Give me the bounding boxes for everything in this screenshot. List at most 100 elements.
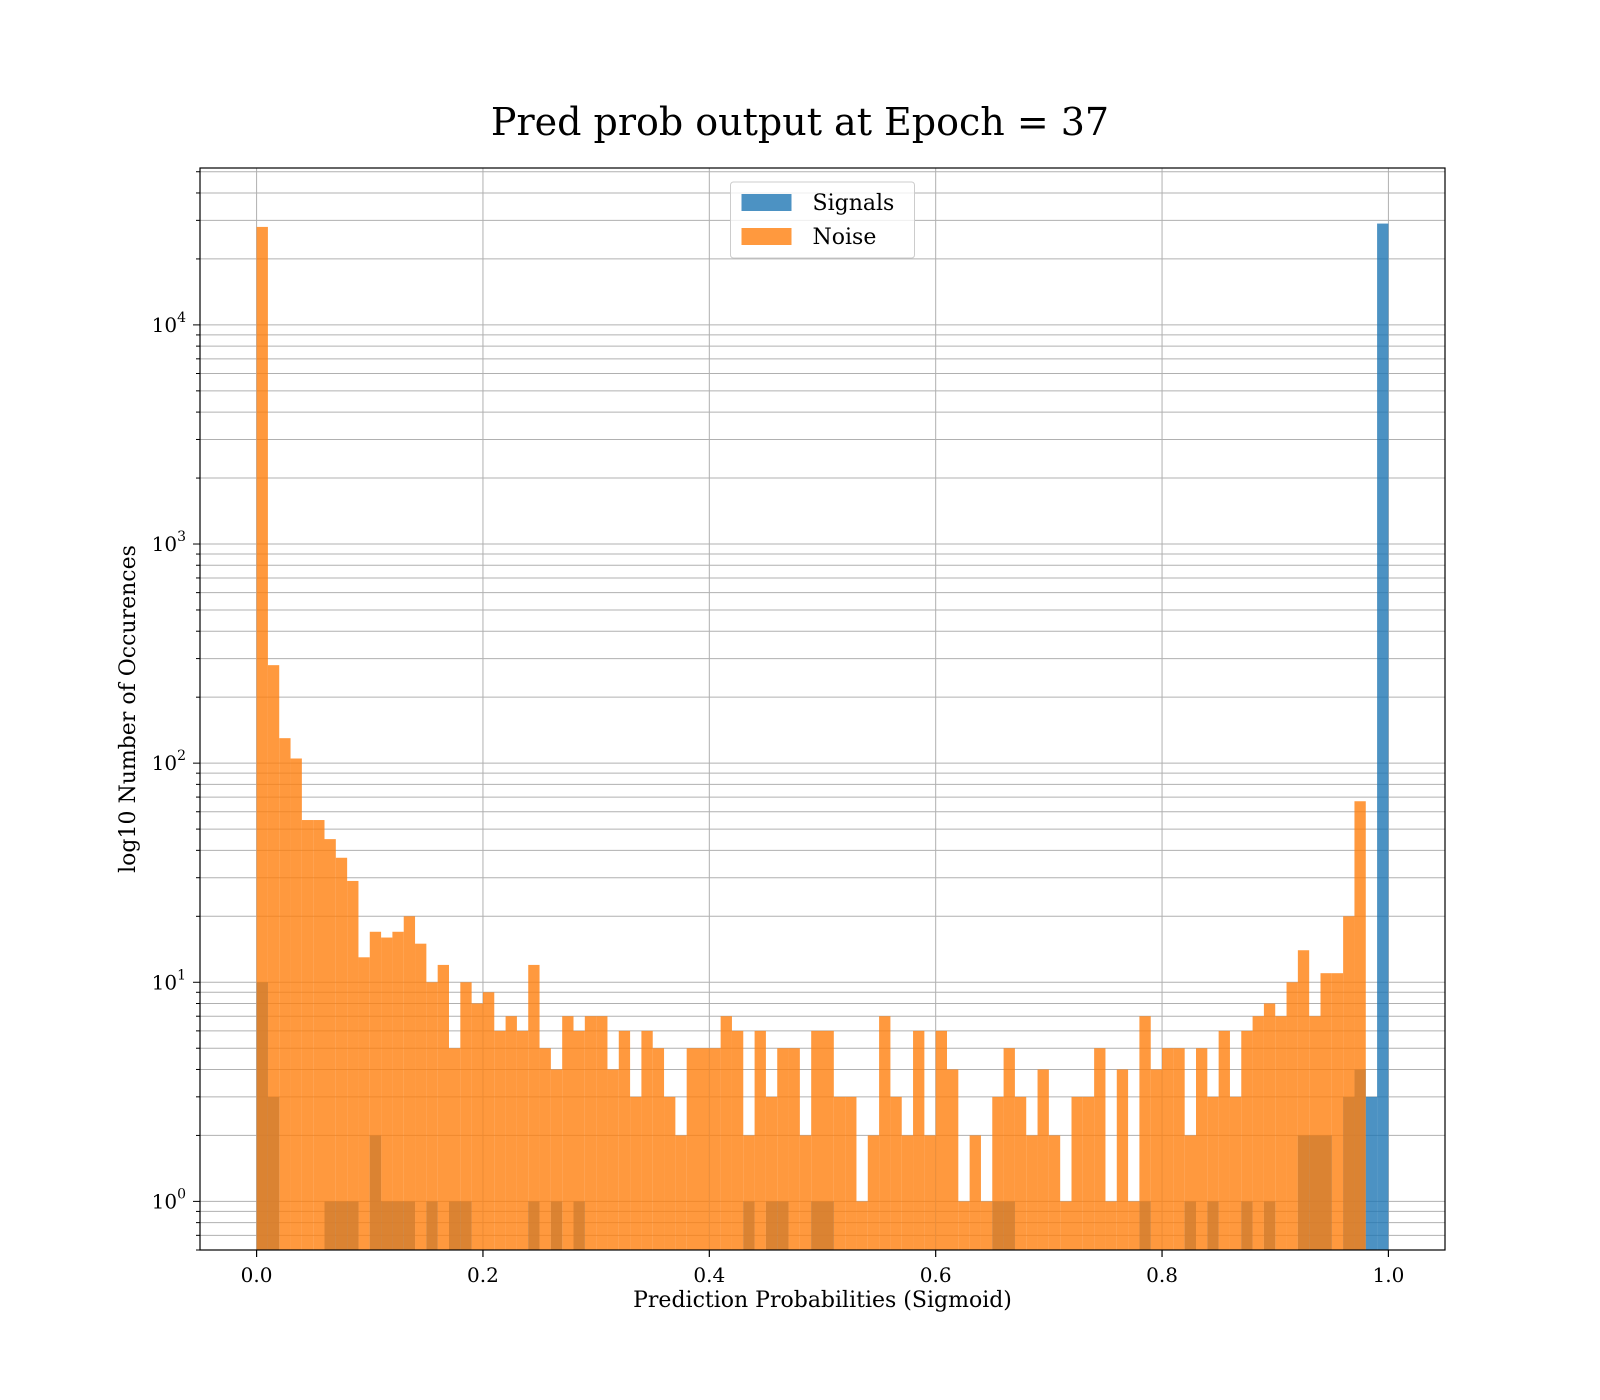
legend: Signals Noise (730, 181, 915, 259)
bar-noise (1218, 1030, 1230, 1250)
bar-noise (381, 937, 393, 1250)
bar-noise (765, 1096, 778, 1250)
bar-noise (471, 1003, 483, 1250)
bar-noise (550, 1069, 563, 1250)
bar-noise (1162, 1048, 1174, 1250)
bar-noise (799, 1135, 812, 1250)
x-tick-label: 1.0 (1373, 1263, 1405, 1287)
bar-noise (777, 1048, 789, 1250)
bar-noise (267, 665, 280, 1250)
bar-noise (301, 820, 314, 1250)
bar-noise (1241, 1030, 1253, 1250)
x-tick-label: 0.4 (693, 1263, 725, 1287)
y-tick-label: 103 (152, 529, 186, 556)
bar-noise (426, 982, 438, 1250)
bar-noise (392, 931, 404, 1250)
bar-noise (698, 1048, 710, 1250)
bar-noise (935, 1030, 947, 1250)
bar-noise (437, 964, 449, 1250)
bar-noise (313, 820, 325, 1250)
bar-noise (1286, 982, 1298, 1250)
bar-noise (415, 943, 427, 1250)
bar-noise (675, 1135, 687, 1250)
y-axis-label: log10 Number of Occurences (116, 545, 141, 873)
chart-title: Pred prob output at Epoch = 37 (490, 100, 1110, 144)
bar-noise (720, 1016, 732, 1250)
axis-ticks: 0.0 0.2 0.4 0.6 0.8 1.0 100 101 102 103 104 (152, 171, 1405, 1287)
bar-noise (1094, 1048, 1106, 1250)
bar-noise (947, 1069, 959, 1250)
bar-noise (1263, 1003, 1276, 1250)
x-tick-label: 0.8 (1146, 1263, 1178, 1287)
bar-signals (1365, 1096, 1378, 1250)
bar-noise (1150, 1069, 1163, 1250)
bar-noise (562, 1016, 574, 1250)
y-tick-label: 101 (152, 967, 186, 994)
bar-noise (1275, 1016, 1287, 1250)
bar-noise (528, 964, 540, 1250)
bar-noise (913, 1030, 925, 1250)
bar-noise (867, 1135, 880, 1250)
y-tick-label: 100 (152, 1186, 186, 1213)
bar-noise (369, 931, 382, 1250)
bar-noise (460, 982, 472, 1250)
bar-noise (731, 1030, 744, 1250)
bar-noise (901, 1135, 914, 1250)
bar-noise (596, 1016, 608, 1250)
bar-noise (1229, 1096, 1242, 1250)
bar-noise (607, 1069, 619, 1250)
bar-noise (1309, 1016, 1321, 1250)
bar-noise (516, 1030, 529, 1250)
bar-noise (890, 1096, 902, 1250)
legend-swatch-signals (741, 194, 792, 211)
bar-noise (686, 1048, 698, 1250)
y-tick-label: 104 (152, 310, 186, 337)
bar-noise (958, 1201, 970, 1250)
bar-noise (1207, 1096, 1219, 1250)
bar-noise (811, 1030, 823, 1250)
bar-noise (1116, 1069, 1129, 1250)
y-tick-label: 102 (152, 748, 186, 775)
legend-label-signals: Signals (813, 191, 895, 216)
bar-noise (1060, 1201, 1072, 1250)
histogram-bars (256, 223, 1389, 1251)
x-axis-label: Prediction Probabilities (Sigmoid) (633, 1288, 1012, 1313)
bar-noise (584, 1016, 597, 1250)
bar-noise (969, 1135, 981, 1250)
bar-noise (652, 1048, 665, 1250)
bar-noise (754, 1030, 766, 1250)
x-tick-label: 0.0 (241, 1263, 273, 1287)
bar-noise (256, 226, 268, 1251)
bar-noise (1071, 1096, 1083, 1250)
bar-noise (630, 1096, 642, 1250)
bar-noise (1014, 1096, 1027, 1250)
bar-noise (1354, 801, 1366, 1250)
bar-noise (573, 1030, 585, 1250)
bar-noise (494, 1030, 506, 1250)
bar-noise (279, 738, 291, 1250)
bar-noise (1343, 916, 1355, 1250)
bar-noise (709, 1048, 721, 1250)
bar-noise (924, 1135, 936, 1250)
bar-noise (335, 857, 348, 1250)
bar-noise (1037, 1069, 1049, 1250)
bar-noise (833, 1096, 846, 1250)
bar-noise (641, 1030, 653, 1250)
bar-noise (1196, 1048, 1208, 1250)
bar-noise (324, 839, 336, 1250)
bar-noise (1048, 1135, 1061, 1250)
bar-noise (1105, 1201, 1117, 1250)
bar-noise (980, 1201, 993, 1250)
bar-noise (664, 1096, 676, 1250)
bar-noise (482, 992, 495, 1250)
bar-noise (1331, 973, 1344, 1250)
bar-noise (788, 1048, 800, 1250)
bar-noise (1003, 1048, 1015, 1250)
bar-noise (1297, 950, 1310, 1250)
bar-noise (822, 1030, 834, 1250)
x-tick-label: 0.6 (920, 1263, 952, 1287)
bar-noise (1252, 1016, 1264, 1250)
bar-noise (1184, 1135, 1196, 1250)
bar-noise (1128, 1201, 1140, 1250)
